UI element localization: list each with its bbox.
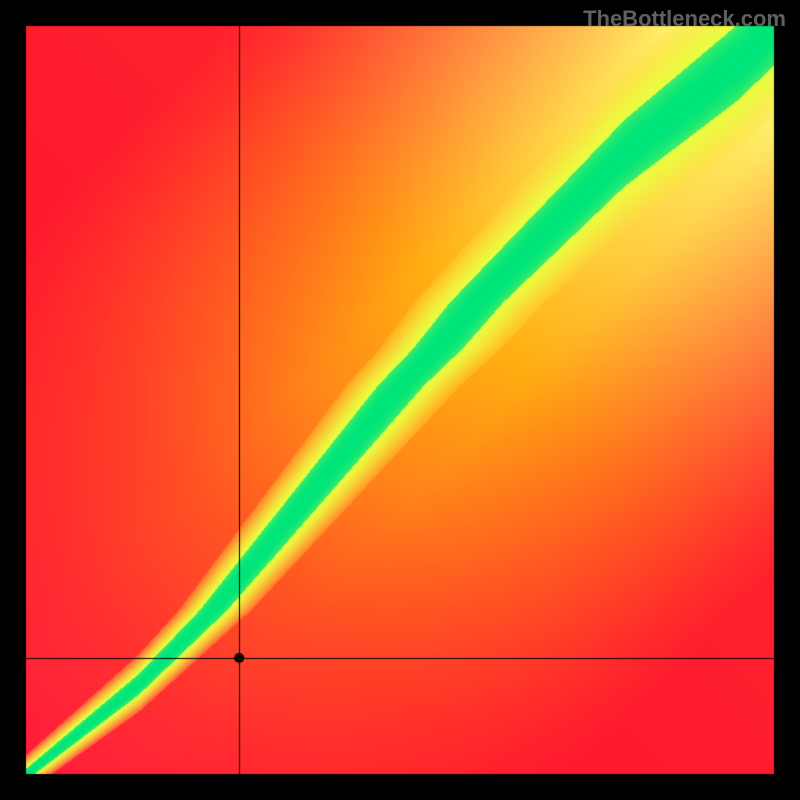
watermark-text: TheBottleneck.com [583, 6, 786, 32]
bottleneck-chart: TheBottleneck.com [0, 0, 800, 800]
heatmap-canvas [0, 0, 800, 800]
